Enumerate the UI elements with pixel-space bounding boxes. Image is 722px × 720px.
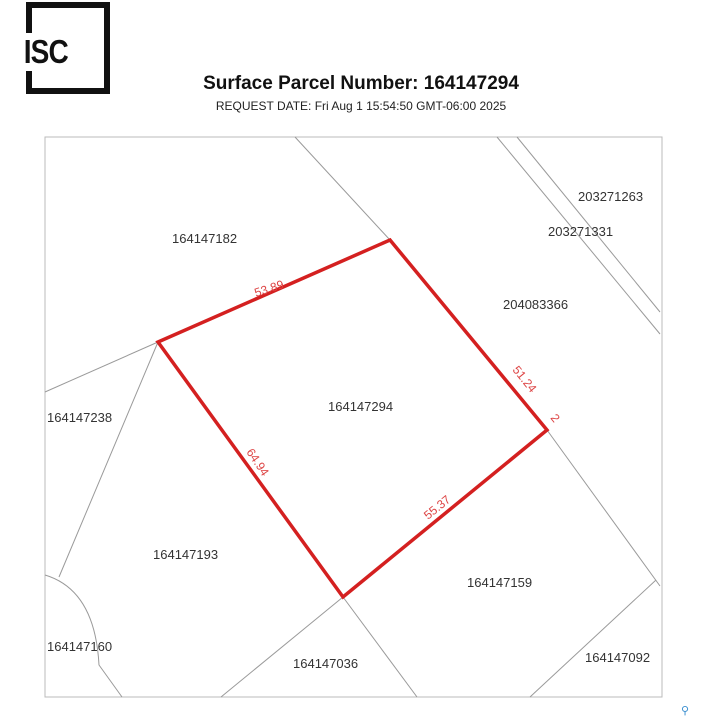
boundary-line: [58, 341, 159, 578]
parcel-label: 164147193: [153, 547, 218, 562]
subject-parcel-outline[interactable]: [155, 237, 550, 600]
map-frame: [44, 136, 663, 698]
page-title: Surface Parcel Number: 164147294: [203, 73, 519, 94]
curved-boundary: [44, 574, 123, 698]
parcel-label: 204083366: [503, 297, 568, 312]
boundary-line: [294, 136, 391, 241]
road-line: [496, 136, 661, 335]
parcel-label: 164147238: [47, 410, 112, 425]
parcel-label: 164147182: [172, 231, 237, 246]
parcel-label: 164147092: [585, 650, 650, 665]
logo-text: ISC: [22, 33, 70, 71]
boundary-line: [546, 429, 661, 587]
parcel-label: 164147160: [47, 639, 112, 654]
dimension-label: 2: [548, 411, 563, 425]
dimension-label: 53.89: [253, 277, 286, 300]
parcel-label: 164147036: [293, 656, 358, 671]
boundary-line: [529, 579, 657, 698]
subject-parcel-label: 164147294: [328, 399, 393, 414]
isc-logo: ISC: [22, 0, 112, 94]
parcel-label: 164147159: [467, 575, 532, 590]
boundary-line: [44, 341, 159, 393]
map-pin-icon: ⚲: [681, 705, 690, 717]
dimension-label: 64.94: [244, 446, 273, 479]
road-line: [516, 136, 661, 313]
boundary-line: [342, 596, 418, 698]
boundary-line: [220, 596, 344, 698]
request-date: REQUEST DATE: Fri Aug 1 15:54:50 GMT-06:…: [215, 99, 507, 113]
parcel-label: 203271263: [578, 189, 643, 204]
parcel-label: 203271331: [548, 224, 613, 239]
